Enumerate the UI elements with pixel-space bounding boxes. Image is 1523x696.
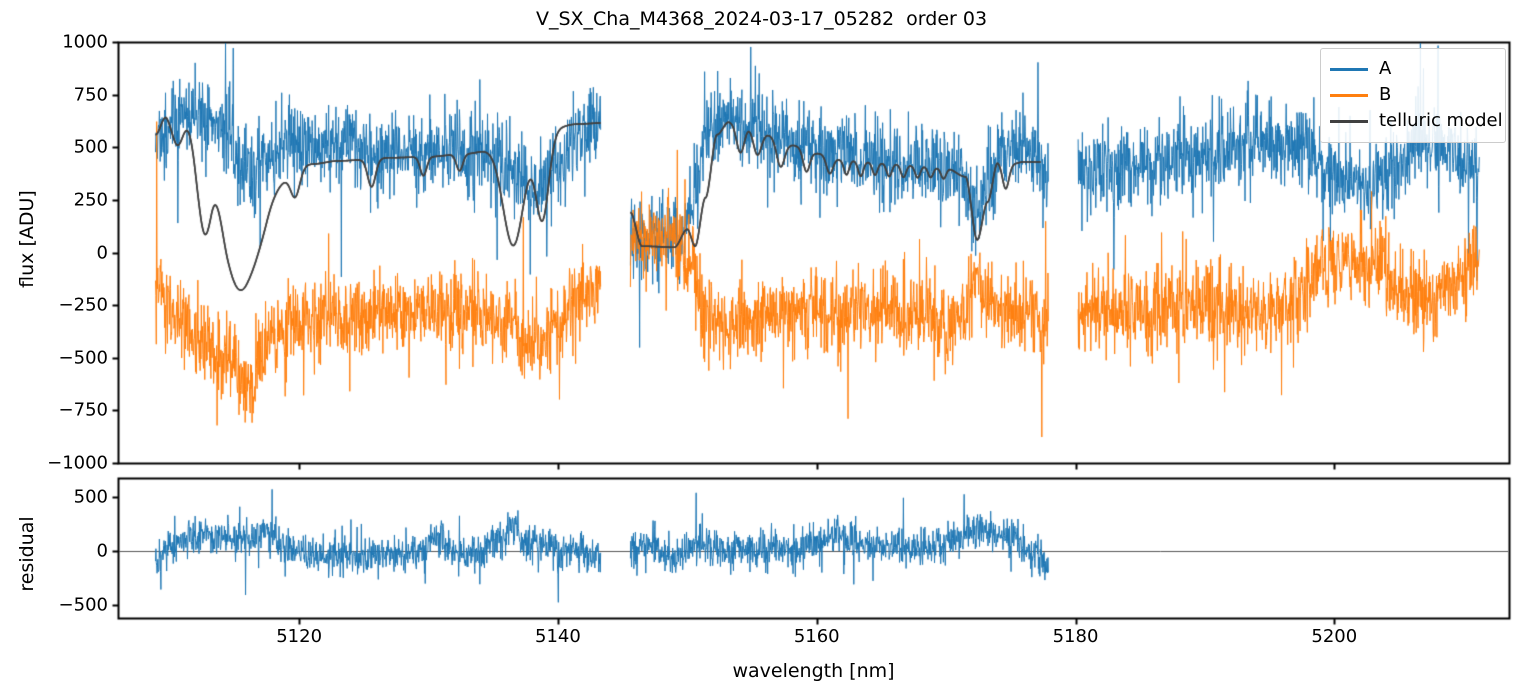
flux-ytick-5: 250 <box>73 189 108 211</box>
legend-label-b: B <box>1379 84 1392 105</box>
wavelength-xtick-1: 5140 <box>535 626 581 647</box>
wavelength-xtick-0: 5120 <box>276 626 323 647</box>
legend-label-telluric-model: telluric model <box>1379 110 1503 131</box>
flux-ytick-7: 750 <box>73 84 108 106</box>
legend-swatch-a <box>1330 67 1368 71</box>
flux-ytick-2: −500 <box>58 347 108 369</box>
page-title: V_SX_Cha_M4368_2024-03-17_05282 order 03 <box>535 8 988 30</box>
residual-ytick-2: 500 <box>73 486 108 508</box>
flux-ytick-6: 500 <box>73 136 108 158</box>
flux-ytick-0: −1000 <box>47 452 108 474</box>
legend-item-a[interactable]: A <box>1330 56 1496 82</box>
wavelength-xtick-2: 5160 <box>793 626 840 647</box>
legend-swatch-telluric-model <box>1330 119 1368 123</box>
flux-ytick-3: −250 <box>58 294 108 316</box>
legend-label-a: A <box>1379 58 1392 79</box>
flux-axis-label: flux [ADU] <box>16 190 38 288</box>
legend-swatch-b <box>1330 93 1368 97</box>
legend: A B telluric model <box>1320 48 1506 143</box>
legend-item-b[interactable]: B <box>1330 82 1496 108</box>
residual-ytick-1: 0 <box>96 540 108 562</box>
wavelength-axis-label: wavelength [nm] <box>732 660 895 682</box>
flux-ytick-8: 1000 <box>62 31 108 53</box>
residual-axis-label: residual <box>16 516 38 592</box>
residual-ytick-0: −500 <box>58 594 108 616</box>
wavelength-xtick-3: 5180 <box>1052 626 1099 647</box>
legend-item-telluric-model[interactable]: telluric model <box>1330 108 1503 134</box>
flux-ytick-1: −750 <box>58 399 108 421</box>
wavelength-xtick-4: 5200 <box>1311 626 1358 647</box>
flux-ytick-4: 0 <box>96 242 108 263</box>
